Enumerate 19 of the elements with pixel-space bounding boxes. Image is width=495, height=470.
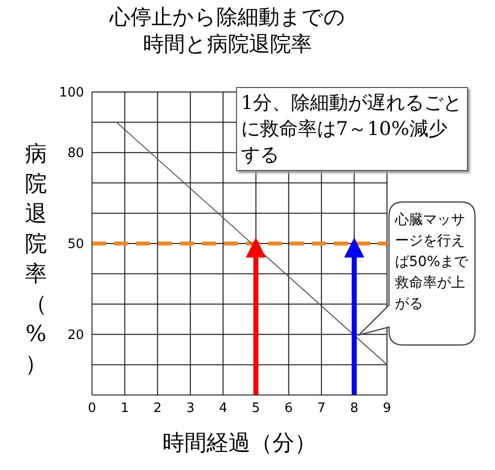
y-tick-label: 100 — [59, 86, 84, 101]
x-tick-label: 7 — [317, 401, 326, 416]
x-axis-title: 時間経過（分） — [162, 430, 318, 458]
text: 心臓マッサージを行えば50%まで救命率が上がる — [395, 211, 470, 314]
x-tick-label: 0 — [88, 401, 96, 416]
x-tick-label: 6 — [284, 401, 293, 416]
x-tick-label: 1 — [120, 401, 129, 416]
x-tick-label: 4 — [218, 401, 228, 416]
y-tick-label: 80 — [67, 146, 84, 162]
y-tick-label: 50 — [67, 237, 84, 252]
chart-title: 心停止から除細動までの時間と病院退院率 — [108, 4, 346, 58]
x-tick-label: 3 — [186, 401, 194, 416]
x-tick-label: 8 — [350, 401, 358, 416]
x-tick-label: 5 — [252, 401, 260, 416]
y-axis-title: 病院退院率（%） — [24, 141, 48, 379]
x-tick-label: 9 — [382, 401, 392, 416]
x-tick-label: 2 — [153, 401, 162, 416]
y-tick-label: 20 — [67, 328, 84, 344]
annotation: 1分、除細動が遅れるごとに救命率は7～10%減少する — [236, 87, 468, 171]
